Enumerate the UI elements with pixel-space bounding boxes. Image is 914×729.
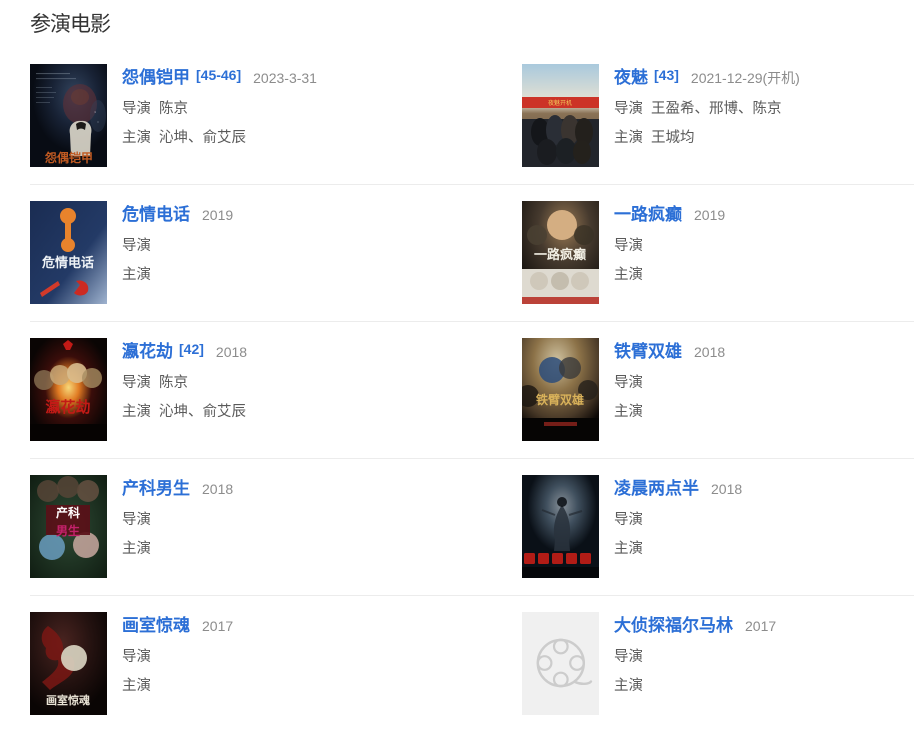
svg-text:一路疯癫: 一路疯癫 bbox=[534, 247, 586, 262]
svg-text:男生: 男生 bbox=[56, 523, 80, 538]
svg-text:产科: 产科 bbox=[56, 505, 80, 520]
svg-text:画室惊魂: 画室惊魂 bbox=[46, 693, 90, 707]
svg-text:铁臂双雄: 铁臂双雄 bbox=[536, 392, 584, 407]
svg-text:危情电话: 危情电话 bbox=[42, 255, 94, 270]
svg-text:怨偶铠甲: 怨偶铠甲 bbox=[44, 150, 93, 165]
svg-text:瀛花劫: 瀛花劫 bbox=[45, 398, 90, 416]
svg-text:夜魅开机: 夜魅开机 bbox=[548, 99, 572, 107]
